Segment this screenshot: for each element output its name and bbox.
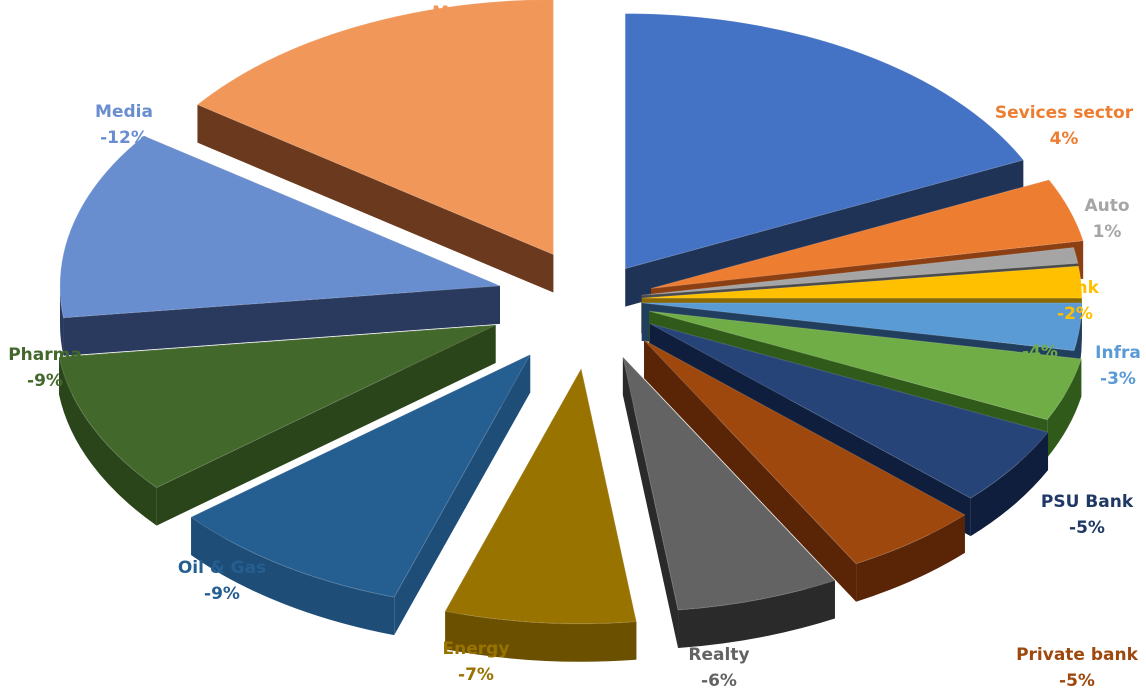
pie-slice-top-2 <box>641 246 1079 296</box>
pie-label-1: Sevices sector 4% <box>995 103 1134 149</box>
pie-label-name-3: Bank <box>1051 278 1100 298</box>
pie-label-value-11: -9% <box>27 371 63 391</box>
pie-label-12: Media -12% <box>95 102 153 148</box>
pie-slice-rim-11 <box>59 356 157 526</box>
pie-slice-top-0 <box>624 13 1025 270</box>
pie-slice-top-9 <box>444 367 637 625</box>
pie-slice-wall-10-0 <box>394 354 531 636</box>
pie-label-name-2: Auto <box>1084 196 1129 216</box>
pie-label-3: Bank -2% <box>1051 278 1100 324</box>
pie-label-name-0: IT <box>841 63 859 83</box>
pie-slice-wall-13-0 <box>197 104 554 293</box>
pie-slice-9 <box>444 367 637 662</box>
pie-slice-top-8 <box>622 355 836 611</box>
pie-label-value-12: -12% <box>100 128 148 148</box>
pie-slice-10 <box>190 353 532 636</box>
pie-slice-12 <box>59 135 501 356</box>
pie-slice-wall-12-0 <box>63 285 500 356</box>
pie-slice-rim-7 <box>856 514 965 602</box>
pie-label-value-8: -6% <box>701 671 737 691</box>
pie-label-6: PSU Bank -5% <box>1041 492 1134 538</box>
pie-label-0: IT 18% <box>830 63 871 109</box>
pie-label-name-10: Oil & Gas <box>178 558 266 578</box>
pie-slice-7 <box>643 339 966 602</box>
pie-label-value-2: 1% <box>1093 222 1122 242</box>
pie-slice-rim-5 <box>1047 358 1082 458</box>
pie-label-4: Infra -3% <box>1095 343 1141 389</box>
pie-label-5: -4% <box>1022 342 1058 362</box>
pie-slice-top-1 <box>650 179 1084 290</box>
pie-slice-top-12 <box>59 135 501 319</box>
pie-labels: IT 18% Sevices sector 4% Auto 1% Bank -2%Infra -… <box>8 3 1141 691</box>
pie-label-name-12: Media <box>95 102 153 122</box>
pie-slice-wall-11-0 <box>156 325 496 526</box>
pie-label-10: Oil & Gas -9% <box>178 558 266 604</box>
pie-label-11: Pharma -9% <box>8 345 82 391</box>
pie-slice-rim-6 <box>970 432 1049 537</box>
pie-slice-13 <box>196 0 554 293</box>
pie-label-9: Energy -7% <box>443 639 510 685</box>
pie-slice-rim-8 <box>678 580 835 649</box>
pie-label-value-5: -4% <box>1022 342 1058 362</box>
pie-label-value-10: -9% <box>204 584 240 604</box>
pie-label-7: Private bank -5% <box>1016 645 1139 691</box>
pie-label-8: Realty -6% <box>688 645 749 691</box>
pie-label-name-9: Energy <box>443 639 510 659</box>
pie-label-2: Auto 1% <box>1084 196 1129 242</box>
pie-slice-top-3 <box>641 265 1083 299</box>
pie-label-name-7: Private bank <box>1016 645 1139 665</box>
pie-slice-top-5 <box>648 310 1082 421</box>
pie-slice-top-10 <box>190 353 532 598</box>
pie-slice-wall-8-1 <box>622 357 679 649</box>
pie-label-value-6: -5% <box>1069 518 1105 538</box>
pie-label-value-3: -2% <box>1057 304 1093 324</box>
pie-label-value-4: -3% <box>1100 369 1136 389</box>
pie-slice-top-13 <box>196 0 554 256</box>
pie-slice-top-7 <box>643 339 966 565</box>
pie-label-value-7: -5% <box>1059 671 1095 691</box>
pie-label-13: Metal -15% <box>432 3 486 49</box>
pie-label-value-13: -15% <box>435 29 483 49</box>
pie-label-value-0: 18% <box>830 89 871 109</box>
pie-label-name-6: PSU Bank <box>1041 492 1134 512</box>
pie-label-name-13: Metal <box>432 3 486 23</box>
pie-slice-top-6 <box>649 323 1049 499</box>
pie-label-name-1: Sevices sector <box>995 103 1134 123</box>
pie-label-value-1: 4% <box>1050 129 1079 149</box>
pie-label-value-9: -7% <box>458 665 494 685</box>
pie-label-name-11: Pharma <box>8 345 82 365</box>
pie-label-name-8: Realty <box>688 645 749 665</box>
pie-slice-rim-9 <box>445 611 637 662</box>
pie-slice-top-11 <box>58 324 496 489</box>
pie-slice-top-4 <box>641 302 1083 352</box>
pie-slice-rim-10 <box>191 517 395 636</box>
pie-slice-11 <box>58 324 496 526</box>
pie-slice-8 <box>622 355 836 649</box>
pie-slice-rim-12 <box>59 285 64 356</box>
pie-label-name-4: Infra <box>1095 343 1141 363</box>
pie-slice-wall-7-1 <box>644 340 857 602</box>
